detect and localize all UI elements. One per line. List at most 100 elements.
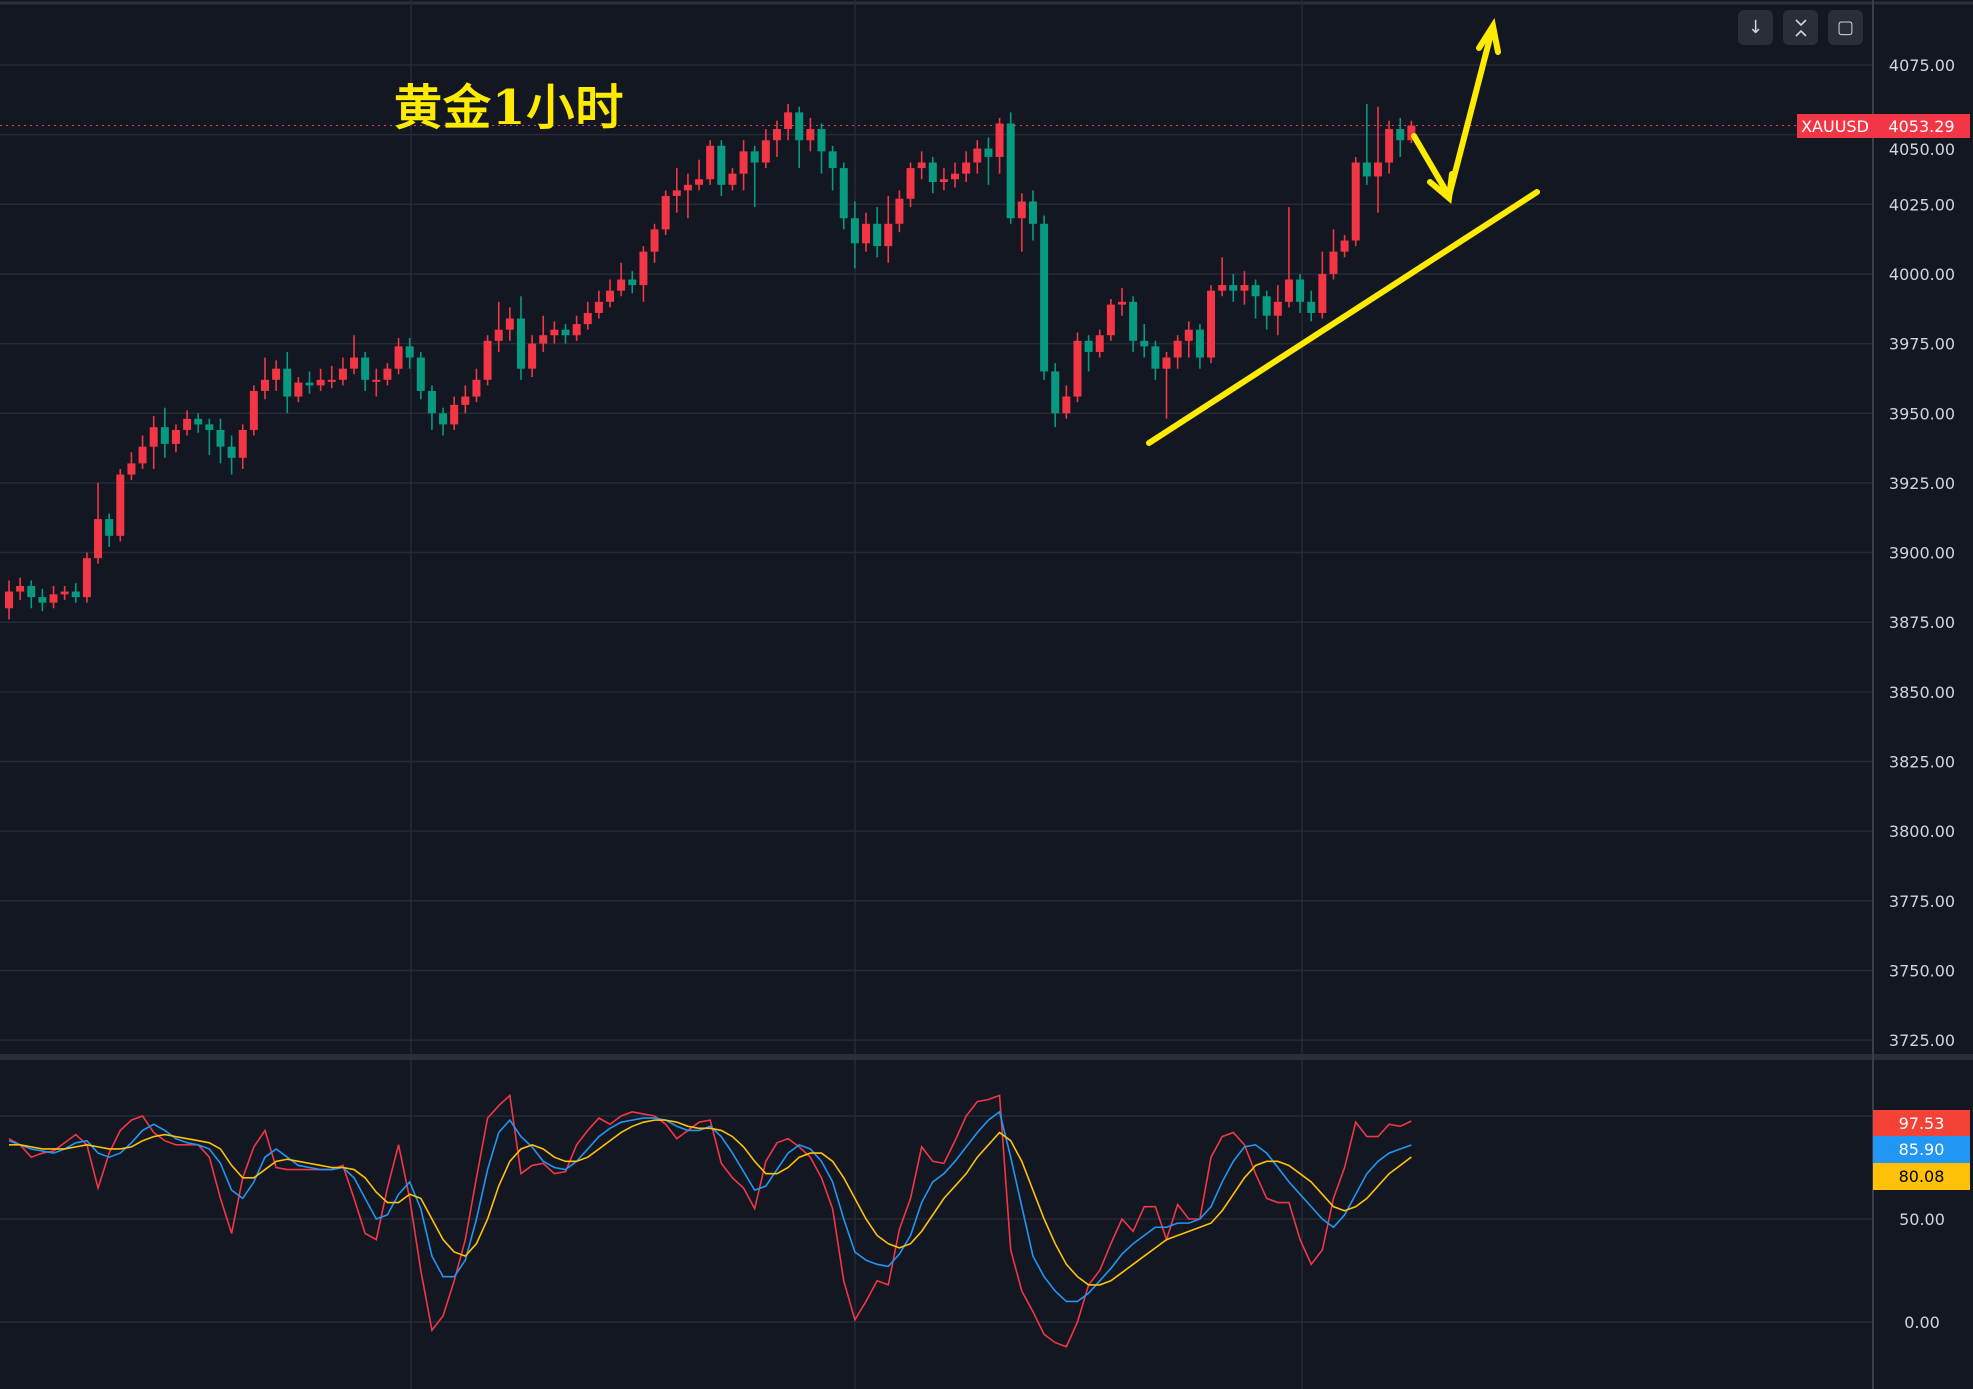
candle [606,279,615,308]
fullscreen-button[interactable]: ▢ [1828,10,1863,45]
candle [906,162,915,208]
candle [772,120,781,157]
candle-body [82,558,91,598]
candle-body [1385,129,1394,163]
candle [873,207,882,258]
candle-body [450,404,459,425]
candle-body [405,346,414,358]
candle [561,324,570,344]
price-tick-label: 4075.00 [1889,56,1955,75]
price-tick-label: 3750.00 [1889,961,1955,980]
candle-body [1062,396,1071,414]
candle-body [194,418,203,425]
candle-body [1284,279,1293,302]
candle [394,338,403,375]
candle [951,162,960,188]
candle [483,335,492,386]
candle-body [1195,329,1204,358]
candle [583,301,592,330]
candle-body [49,594,58,603]
candle-body [1006,123,1015,219]
candle-body [639,251,648,286]
candle [1084,335,1093,372]
candle [472,368,481,403]
candle [5,580,13,620]
candle-body [550,329,559,336]
candle-body [383,368,392,380]
candle [1284,207,1293,308]
candle [672,168,681,213]
scroll-to-latest-button[interactable]: ↓ [1738,10,1773,45]
candle-body [138,446,147,464]
candle [862,212,871,252]
candle [1218,257,1227,297]
candle-body [183,418,192,430]
candle-body [1373,162,1382,177]
candle [149,416,158,469]
candle [49,585,58,609]
candle [338,357,347,386]
candle [984,137,993,185]
last-price-tag: 4053.29 [1873,114,1970,138]
candle [1195,324,1204,369]
candle-body [350,357,359,369]
candle [294,377,303,403]
candle-body [695,179,704,185]
candle [1017,193,1026,252]
candle [116,468,125,542]
candle-body [227,446,236,458]
candle [550,321,559,344]
fullscreen-icon: ▢ [1836,17,1854,38]
candle [461,385,470,414]
candle-body [1140,340,1149,347]
candle [160,407,169,458]
candle-body [706,145,715,180]
candle [1062,385,1071,419]
candle [194,413,203,433]
candle-body [461,396,470,405]
candle-body [316,379,325,386]
candle [761,129,770,169]
annotation-title: 黄金1小时 [394,80,625,136]
candle-body [516,318,525,369]
candle-body [494,329,503,341]
candle [1329,229,1338,280]
candle-body [305,382,314,386]
candle [1273,285,1282,336]
candle-body [16,585,25,592]
price-tick-label: 3725.00 [1889,1031,1955,1050]
candle-body [728,173,737,185]
candle [717,140,726,196]
candle-body [338,368,347,380]
candle-body [761,140,770,163]
oscillator-tick-label: 0.00 [1904,1313,1940,1332]
candle [1173,335,1182,369]
candle-body [583,312,592,325]
candle [572,315,581,341]
candle [839,162,848,230]
candle [71,583,80,603]
collapse-pane-button[interactable] [1783,10,1818,45]
candle-body [739,151,748,174]
candle [27,580,36,609]
candle-body [439,413,448,425]
candle-body [661,195,670,230]
candle [795,106,804,169]
candle-body [1351,162,1360,241]
candle-body [372,379,381,382]
candle-body [361,357,370,380]
candle-body [1151,346,1160,369]
candle-body [795,112,804,141]
symbol-tag: XAUUSD [1797,114,1873,138]
candle [516,296,525,380]
candle [1407,120,1416,144]
candle [82,552,91,603]
candle [739,140,748,191]
candle-body [327,379,336,382]
candle-body [1184,329,1193,341]
candle [494,301,503,352]
price-tick-label: 3975.00 [1889,335,1955,354]
candle-body [1162,357,1171,369]
